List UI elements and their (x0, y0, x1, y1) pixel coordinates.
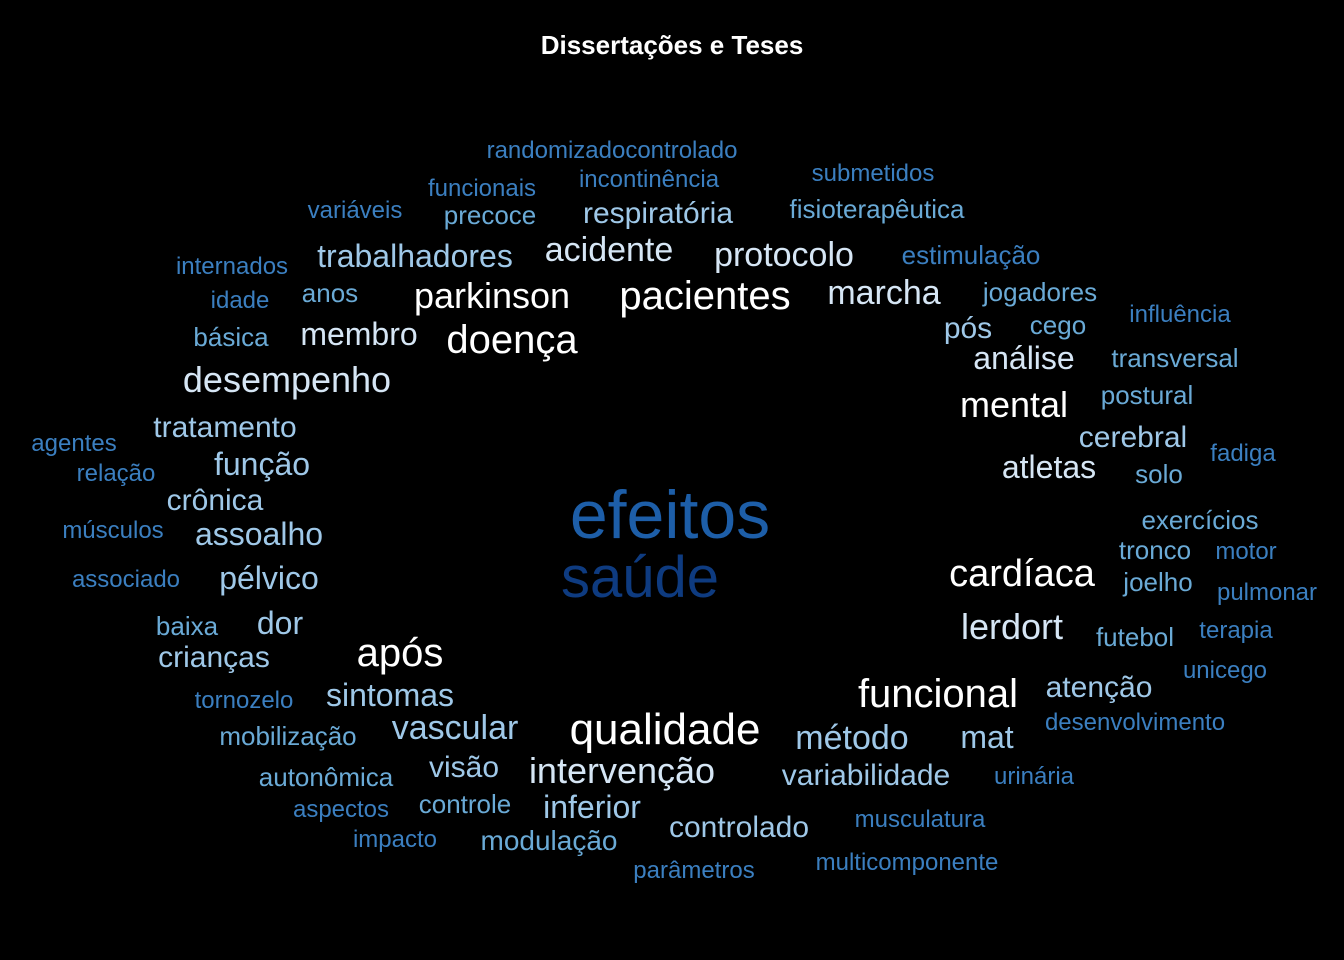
word-assoalho: assoalho (194, 516, 324, 552)
word-marcha: marcha (827, 274, 941, 312)
word-pacientes: pacientes (619, 274, 791, 318)
word-joelho: joelho (1123, 567, 1193, 597)
word-estimulacao: estimulação (901, 240, 1041, 270)
word-impacto: impacto (352, 826, 438, 853)
word-funcional: funcional (857, 672, 1019, 716)
word-variaveis: variáveis (307, 197, 403, 224)
word-atencao: atenção (1045, 671, 1153, 704)
word-solo: solo (1135, 459, 1183, 489)
word-acidente: acidente (544, 231, 674, 269)
word-baixa: baixa (155, 611, 219, 641)
word-pulmonar: pulmonar (1216, 579, 1318, 606)
word-musculatura: musculatura (854, 806, 986, 833)
word-parametros: parâmetros (633, 857, 755, 884)
word-dor: dor (256, 605, 304, 641)
word-cerebral: cerebral (1078, 421, 1188, 454)
word-precoce: precoce (443, 200, 537, 230)
word-atletas: atletas (1001, 449, 1097, 485)
word-incontinencia: incontinência (578, 166, 720, 193)
word-sintomas: sintomas (325, 677, 455, 713)
word-cardiaca: cardíaca (949, 553, 1095, 595)
word-anos: anos (301, 278, 359, 308)
word-criancas: crianças (158, 641, 270, 674)
word-mat: mat (960, 719, 1014, 755)
word-urinaria: urinária (993, 763, 1075, 790)
word-exercicios: exercícios (1141, 505, 1259, 535)
word-associado: associado (71, 566, 181, 593)
word-efeitos: efeitos (569, 477, 771, 553)
word-controlado: controlado (668, 811, 810, 844)
word-tratamento: tratamento (153, 411, 297, 444)
word-unicego: unicego (1182, 657, 1268, 684)
word-mobilizacao: mobilização (219, 721, 357, 751)
word-desempenho: desempenho (182, 359, 392, 400)
word-idade: idade (210, 287, 270, 314)
word-vascular: vascular (391, 709, 519, 747)
word-terapia: terapia (1199, 617, 1273, 644)
word-relacao: relação (76, 460, 156, 487)
word-submetidos: submetidos (811, 160, 935, 187)
word-funcao: função (213, 446, 311, 482)
word-fisioterapeutica: fisioterapêutica (789, 194, 965, 224)
word-mental: mental (959, 384, 1069, 425)
word-influencia: influência (1129, 301, 1231, 328)
word-aspectos: aspectos (292, 796, 390, 823)
word-randomizadocontrolado: randomizadocontrolado (486, 137, 738, 164)
word-motor: motor (1215, 538, 1277, 565)
word-metodo: método (795, 719, 909, 757)
word-internados: internados (175, 253, 289, 280)
word-respiratoria: respiratória (582, 197, 734, 230)
word-doenca: doença (446, 318, 578, 362)
word-qualidade: qualidade (569, 705, 761, 754)
word-saude: saúde (560, 545, 720, 610)
word-modulacao: modulação (480, 825, 618, 856)
word-multicomponente: multicomponente (815, 849, 999, 876)
word-pelvico: pélvico (219, 560, 319, 596)
word-basica: básica (193, 322, 269, 352)
word-cego: cego (1029, 310, 1087, 340)
word-cronica: crônica (166, 484, 264, 517)
word-inferior: inferior (543, 789, 641, 825)
word-lerdort: lerdort (960, 606, 1064, 647)
word-autonomica: autonômica (258, 762, 394, 792)
word-jogadores: jogadores (982, 277, 1098, 307)
word-intervencao: intervenção (528, 750, 716, 791)
word-musculos: músculos (62, 517, 164, 544)
page-title: Dissertações e Teses (540, 30, 804, 60)
word-controle: controle (418, 789, 512, 819)
word-fadiga: fadiga (1210, 440, 1276, 467)
word-futebol: futebol (1095, 622, 1175, 652)
word-tronco: tronco (1118, 535, 1192, 565)
word-visao: visão (428, 751, 500, 784)
word-trabalhadores: trabalhadores (317, 238, 513, 274)
word-postural: postural (1100, 380, 1194, 410)
word-agentes: agentes (31, 430, 117, 457)
word-apos: após (356, 631, 444, 675)
word-variabilidade: variabilidade (781, 759, 951, 792)
word-parkinson: parkinson (413, 275, 571, 316)
word-funcionais: funcionais (427, 175, 537, 202)
word-protocolo: protocolo (714, 236, 854, 274)
word-tornozelo: tornozelo (194, 687, 294, 714)
word-desenvolvimento: desenvolvimento (1044, 709, 1226, 736)
word-transversal: transversal (1111, 343, 1239, 373)
word-pos: pós (943, 312, 993, 345)
word-analise: análise (973, 340, 1075, 376)
word-membro: membro (300, 316, 418, 352)
